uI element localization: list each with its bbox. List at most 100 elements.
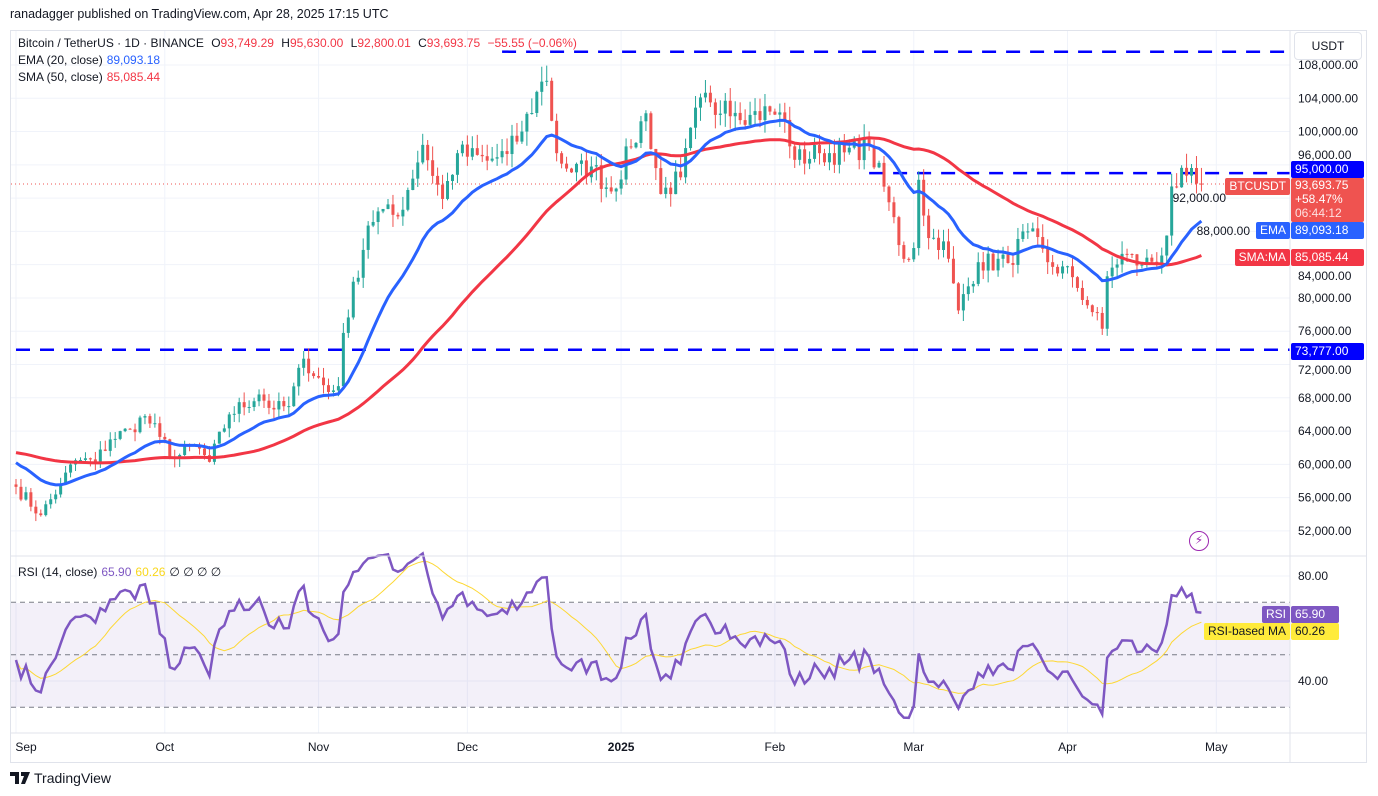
currency-button[interactable]: USDT: [1294, 32, 1362, 60]
candle-body: [292, 386, 296, 407]
candle-body: [604, 187, 608, 189]
ema-20-line: [15, 118, 1203, 487]
candle-body: [584, 160, 588, 178]
candle-body: [976, 262, 980, 284]
candle-body: [267, 400, 271, 408]
rsi-legend[interactable]: RSI (14, close) 65.90 60.26 ∅ ∅ ∅ ∅: [18, 565, 225, 579]
candle-body: [118, 431, 122, 439]
candle-body: [728, 100, 732, 117]
price-tick-label: 92,000.00: [1173, 191, 1227, 205]
candle-body: [1110, 267, 1114, 277]
candle-body: [743, 120, 747, 125]
candle-body: [1145, 257, 1149, 265]
candle-body: [1130, 253, 1134, 255]
candle-body: [961, 294, 965, 311]
candle-body: [708, 92, 712, 103]
time-tick-label: Apr: [1058, 740, 1077, 754]
price-tick-label: 108,000.00: [1298, 58, 1358, 72]
candle-body: [416, 162, 420, 179]
candle-body: [579, 160, 583, 164]
candle-body: [902, 245, 906, 259]
symbol-legend: Bitcoin / TetherUS · 1D · BINANCE O93,74…: [18, 36, 581, 50]
candle-body: [649, 113, 653, 149]
ema-price-tag: 89,093.18: [1291, 222, 1364, 239]
rsi-ma-price-tag: 60.26: [1291, 623, 1339, 640]
rsi-tick-label: 80.00: [1298, 569, 1328, 583]
candle-body: [297, 367, 301, 387]
candle-body: [1085, 299, 1089, 306]
price-tick-label: 76,000.00: [1298, 324, 1352, 338]
candle-body: [912, 248, 916, 260]
candle-body: [356, 277, 360, 282]
candle-body: [713, 102, 717, 115]
flash-icon[interactable]: ⚡: [1189, 531, 1209, 551]
candle-body: [1021, 231, 1025, 239]
candle-body: [738, 112, 742, 121]
candle-body: [644, 113, 648, 122]
candle-body: [837, 142, 841, 165]
candle-body: [163, 436, 167, 440]
candle-body: [148, 416, 152, 424]
candle-body: [808, 158, 812, 164]
candle-body: [93, 459, 97, 462]
candle-body: [892, 202, 896, 218]
candle-body: [565, 163, 569, 169]
candle-body: [158, 423, 162, 437]
candle-body: [1160, 255, 1164, 265]
candle-body: [29, 492, 33, 507]
time-tick-label: Nov: [308, 740, 329, 754]
candle-body: [996, 258, 1000, 271]
candle-body: [822, 153, 826, 163]
candle-body: [609, 187, 613, 192]
candle-body: [535, 91, 539, 113]
candle-body: [614, 188, 618, 192]
candle-body: [287, 406, 291, 408]
candle-body: [1194, 167, 1198, 184]
candle-body: [133, 429, 137, 433]
high-value: 95,630.00: [289, 36, 344, 50]
candle-body: [252, 401, 256, 407]
symbol-tag: BTCUSDT: [1225, 178, 1290, 195]
candle-body: [758, 111, 762, 121]
candle-body: [510, 135, 514, 155]
candle-body: [723, 100, 727, 114]
candle-body: [212, 443, 216, 462]
last-price: 93,693.75: [1295, 178, 1349, 192]
rsi-ma-tag: RSI-based MA: [1203, 623, 1290, 640]
candle-body: [227, 414, 231, 429]
price-tick-label: 104,000.00: [1298, 91, 1358, 105]
ema-label: EMA (20, close): [18, 53, 103, 67]
candle-body: [1190, 167, 1194, 176]
candle-body: [788, 119, 792, 147]
candle-body: [887, 186, 891, 203]
candle-body: [83, 458, 87, 460]
sma-legend[interactable]: SMA (50, close) 85,085.44: [18, 70, 164, 84]
candle-body: [798, 149, 802, 160]
last-change: +58.47%: [1295, 192, 1343, 206]
sma-50-line: [15, 136, 1202, 465]
close-label: C: [418, 36, 427, 50]
candle-body: [257, 394, 261, 402]
candle-body: [718, 113, 722, 115]
candle-body: [917, 179, 921, 249]
rsi-label: RSI (14, close): [18, 565, 98, 579]
candle-body: [138, 417, 142, 433]
bar-countdown: 06:44:12: [1295, 206, 1342, 220]
high-label: H: [281, 36, 290, 50]
candle-body: [69, 464, 73, 473]
candle-body: [629, 146, 633, 148]
candle-body: [431, 160, 435, 176]
candle-body: [872, 145, 876, 168]
candle-body: [674, 171, 678, 195]
candle-body: [818, 144, 822, 154]
candle-body: [426, 144, 430, 161]
candle-body: [971, 283, 975, 287]
tradingview-logo[interactable]: TradingView: [10, 770, 111, 786]
candle-body: [490, 158, 494, 161]
ema-legend[interactable]: EMA (20, close) 89,093.18: [18, 53, 164, 67]
candle-body: [1100, 312, 1104, 329]
candle-body: [232, 413, 236, 415]
candle-body: [753, 111, 757, 115]
candle-body: [44, 504, 48, 516]
